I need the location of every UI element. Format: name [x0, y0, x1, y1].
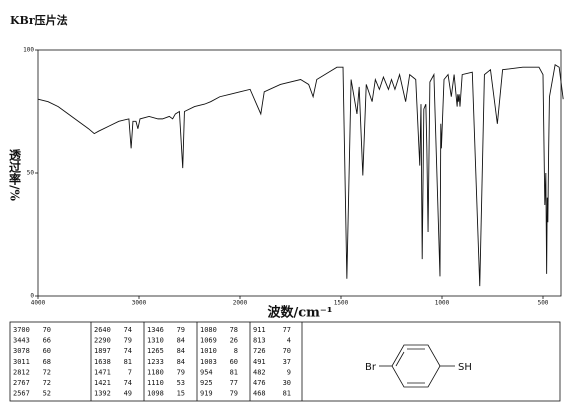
table-wavenumber: 1471 [94, 368, 111, 376]
table-transmittance: 77 [283, 326, 291, 334]
table-wavenumber: 1069 [200, 337, 217, 345]
x-tick-label: 1000 [435, 300, 450, 307]
spectrum-line [37, 64, 564, 287]
table-wavenumber: 1638 [94, 358, 111, 366]
table-wavenumber: 1110 [147, 379, 164, 387]
table-wavenumber: 1080 [200, 326, 217, 334]
table-transmittance: 60 [230, 358, 238, 366]
table-wavenumber: 1233 [147, 358, 164, 366]
table-wavenumber: 3011 [13, 358, 30, 366]
table-transmittance: 74 [124, 326, 132, 334]
table-wavenumber: 2767 [13, 379, 30, 387]
table-wavenumber: 1392 [94, 390, 111, 398]
table-transmittance: 30 [283, 379, 291, 387]
table-wavenumber: 813 [253, 337, 266, 345]
y-tick-label: 50 [27, 170, 35, 177]
table-wavenumber: 954 [200, 368, 213, 376]
table-transmittance: 53 [177, 379, 185, 387]
chart-title: KBr压片法 [10, 13, 68, 27]
table-transmittance: 74 [124, 347, 132, 355]
table-wavenumber: 3078 [13, 347, 30, 355]
table-wavenumber: 1346 [147, 326, 164, 334]
table-wavenumber: 925 [200, 379, 213, 387]
table-wavenumber: 726 [253, 347, 266, 355]
table-wavenumber: 911 [253, 326, 266, 334]
table-wavenumber: 1310 [147, 337, 164, 345]
table-transmittance: 49 [124, 390, 132, 398]
table-wavenumber: 2812 [13, 368, 30, 376]
y-axis-label: 透过率/% [8, 149, 22, 202]
x-tick-label: 1500 [334, 300, 349, 307]
table-transmittance: 26 [230, 337, 238, 345]
table-transmittance: 72 [43, 368, 51, 376]
table-transmittance: 70 [43, 326, 51, 334]
atom-label: Br [365, 362, 377, 373]
table-wavenumber: 476 [253, 379, 266, 387]
table-transmittance: 79 [124, 337, 132, 345]
table-transmittance: 15 [177, 390, 185, 398]
table-transmittance: 72 [43, 379, 51, 387]
table-wavenumber: 1010 [200, 347, 217, 355]
table-transmittance: 79 [177, 368, 185, 376]
table-wavenumber: 3443 [13, 337, 30, 345]
table-transmittance: 84 [177, 358, 185, 366]
table-transmittance: 70 [283, 347, 291, 355]
table-transmittance: 81 [124, 358, 132, 366]
table-transmittance: 9 [287, 368, 291, 376]
bond [395, 351, 405, 367]
table-wavenumber: 491 [253, 358, 266, 366]
table-transmittance: 60 [43, 347, 51, 355]
table-wavenumber: 482 [253, 368, 266, 376]
table-wavenumber: 2290 [94, 337, 111, 345]
table-wavenumber: 2640 [94, 326, 111, 334]
table-wavenumber: 468 [253, 390, 266, 398]
table-transmittance: 79 [230, 390, 238, 398]
table-transmittance: 84 [177, 347, 185, 355]
y-tick-label: 100 [23, 47, 34, 54]
benzene-ring [391, 344, 441, 388]
x-axis-label: 波数/cm⁻¹ [268, 305, 333, 321]
x-tick-label: 2000 [233, 300, 248, 307]
x-tick-label: 3000 [132, 300, 147, 307]
table-transmittance: 68 [43, 358, 51, 366]
table-transmittance: 79 [177, 326, 185, 334]
table-wavenumber: 1421 [94, 379, 111, 387]
table-frame [9, 321, 561, 402]
table-transmittance: 81 [283, 390, 291, 398]
table-wavenumber: 1265 [147, 347, 164, 355]
table-transmittance: 52 [43, 390, 51, 398]
table-transmittance: 81 [230, 368, 238, 376]
table-transmittance: 66 [43, 337, 51, 345]
x-tick-label: 4000 [31, 300, 46, 307]
table-transmittance: 37 [283, 358, 291, 366]
structure [379, 344, 455, 388]
table-wavenumber: 1098 [147, 390, 164, 398]
y-tick-label: 0 [30, 293, 34, 300]
table-transmittance: 8 [234, 347, 238, 355]
table-wavenumber: 1003 [200, 358, 217, 366]
table-transmittance: 78 [230, 326, 238, 334]
x-tick-label: 500 [538, 300, 549, 307]
table-transmittance: 74 [124, 379, 132, 387]
table-transmittance: 4 [287, 337, 291, 345]
table-transmittance: 7 [128, 368, 132, 376]
table-wavenumber: 1180 [147, 368, 164, 376]
table-transmittance: 84 [177, 337, 185, 345]
table-transmittance: 77 [230, 379, 238, 387]
table-wavenumber: 919 [200, 390, 213, 398]
table-wavenumber: 1897 [94, 347, 111, 355]
table-wavenumber: 2567 [13, 390, 30, 398]
atom-label: SH [458, 362, 472, 373]
table-wavenumber: 3700 [13, 326, 30, 334]
